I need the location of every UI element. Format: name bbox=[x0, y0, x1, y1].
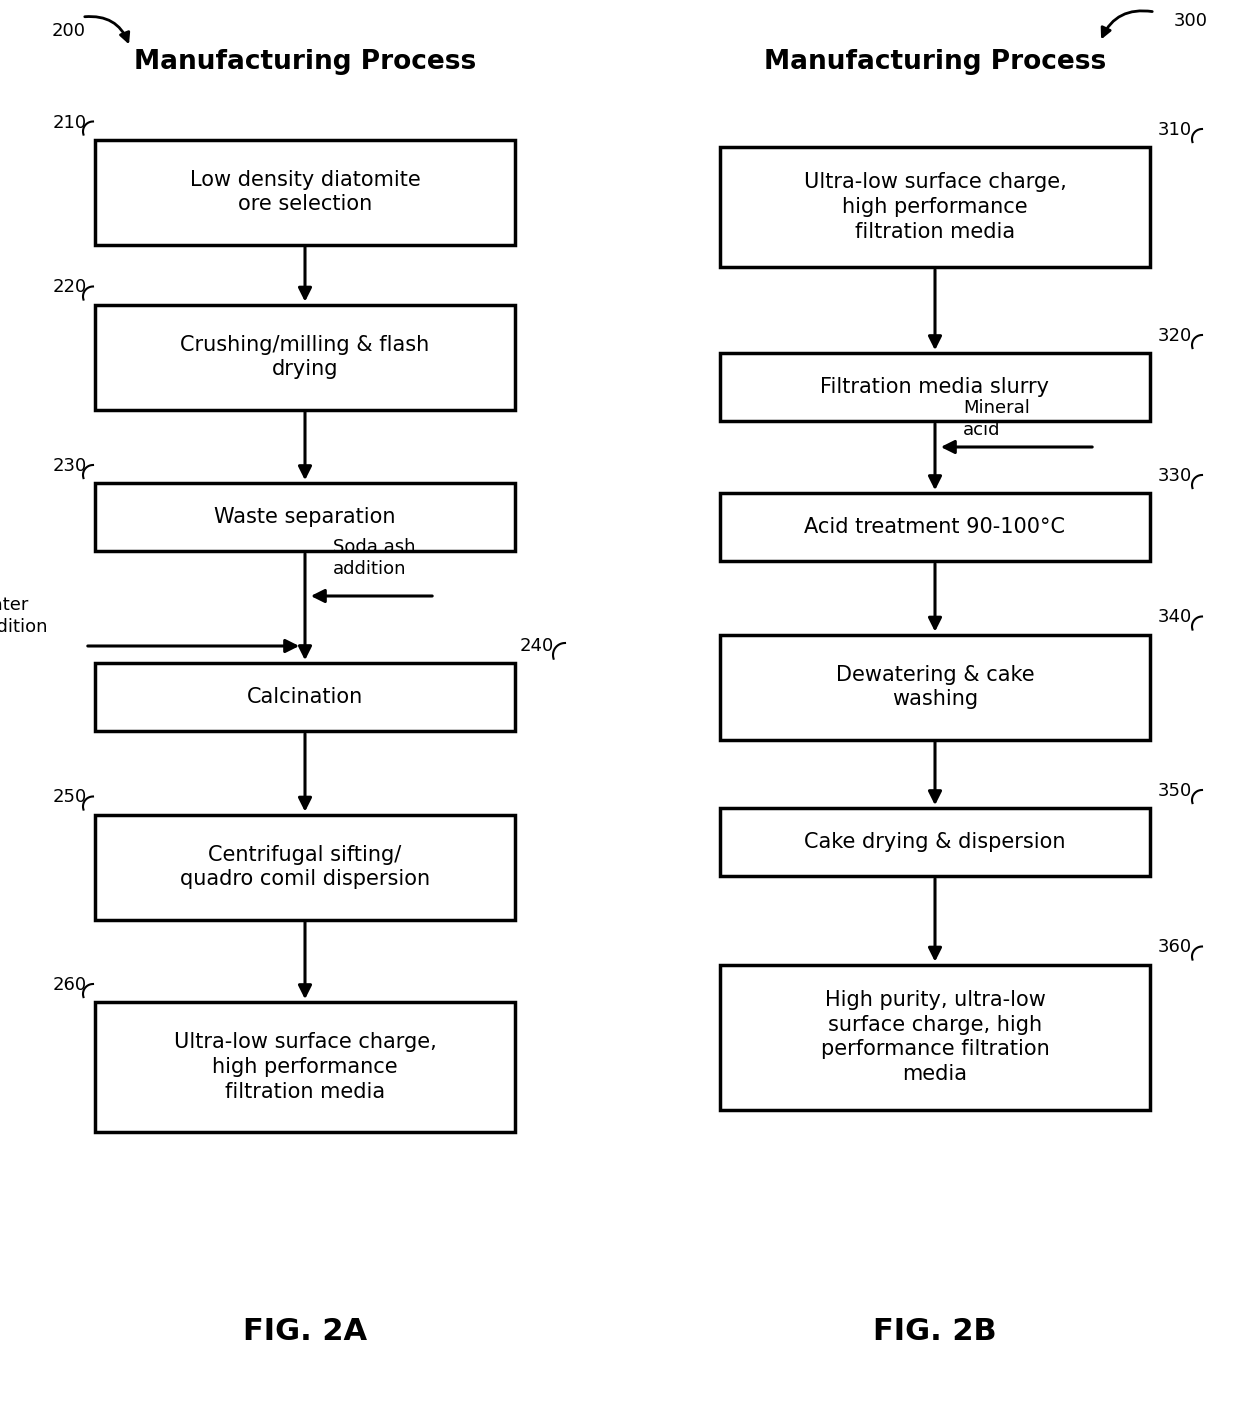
Text: FIG. 2A: FIG. 2A bbox=[243, 1317, 367, 1346]
Text: High purity, ultra-low
surface charge, high
performance filtration
media: High purity, ultra-low surface charge, h… bbox=[821, 989, 1049, 1085]
FancyBboxPatch shape bbox=[95, 139, 515, 245]
Text: Water
addition: Water addition bbox=[0, 595, 48, 636]
Text: 330: 330 bbox=[1158, 467, 1192, 485]
FancyBboxPatch shape bbox=[95, 1002, 515, 1133]
Text: Waste separation: Waste separation bbox=[215, 507, 396, 528]
Text: Centrifugal sifting/
quadro comil dispersion: Centrifugal sifting/ quadro comil disper… bbox=[180, 844, 430, 889]
Text: Acid treatment 90-100°C: Acid treatment 90-100°C bbox=[805, 516, 1065, 537]
Text: 350: 350 bbox=[1158, 782, 1192, 801]
FancyBboxPatch shape bbox=[720, 635, 1149, 740]
Text: 260: 260 bbox=[53, 976, 87, 993]
Text: Calcination: Calcination bbox=[247, 687, 363, 706]
Text: 250: 250 bbox=[53, 788, 87, 806]
Text: 210: 210 bbox=[53, 114, 87, 131]
Text: Filtration media slurry: Filtration media slurry bbox=[821, 377, 1049, 397]
FancyBboxPatch shape bbox=[720, 353, 1149, 421]
Text: 340: 340 bbox=[1158, 608, 1192, 626]
FancyBboxPatch shape bbox=[95, 815, 515, 920]
Text: 310: 310 bbox=[1158, 121, 1192, 139]
Text: Manufacturing Process: Manufacturing Process bbox=[134, 49, 476, 75]
FancyBboxPatch shape bbox=[720, 146, 1149, 267]
FancyBboxPatch shape bbox=[720, 808, 1149, 877]
Text: 220: 220 bbox=[53, 279, 87, 297]
FancyBboxPatch shape bbox=[95, 483, 515, 552]
Text: FIG. 2B: FIG. 2B bbox=[873, 1317, 997, 1346]
Text: Dewatering & cake
washing: Dewatering & cake washing bbox=[836, 664, 1034, 709]
Text: Soda ash
addition: Soda ash addition bbox=[334, 537, 415, 578]
FancyBboxPatch shape bbox=[720, 965, 1149, 1110]
Text: 240: 240 bbox=[520, 637, 554, 656]
Text: Low density diatomite
ore selection: Low density diatomite ore selection bbox=[190, 170, 420, 214]
Text: 200: 200 bbox=[52, 23, 86, 39]
Text: Ultra-low surface charge,
high performance
filtration media: Ultra-low surface charge, high performan… bbox=[174, 1033, 436, 1102]
Text: 320: 320 bbox=[1158, 326, 1192, 345]
Text: 360: 360 bbox=[1158, 938, 1192, 957]
Text: Crushing/milling & flash
drying: Crushing/milling & flash drying bbox=[180, 335, 429, 380]
Text: Manufacturing Process: Manufacturing Process bbox=[764, 49, 1106, 75]
FancyBboxPatch shape bbox=[95, 663, 515, 732]
Text: Cake drying & dispersion: Cake drying & dispersion bbox=[805, 832, 1065, 853]
Text: 300: 300 bbox=[1174, 13, 1208, 30]
Text: Ultra-low surface charge,
high performance
filtration media: Ultra-low surface charge, high performan… bbox=[804, 172, 1066, 242]
FancyBboxPatch shape bbox=[720, 492, 1149, 561]
Text: Mineral
acid: Mineral acid bbox=[963, 398, 1030, 439]
FancyBboxPatch shape bbox=[95, 304, 515, 409]
Text: 230: 230 bbox=[53, 457, 87, 476]
